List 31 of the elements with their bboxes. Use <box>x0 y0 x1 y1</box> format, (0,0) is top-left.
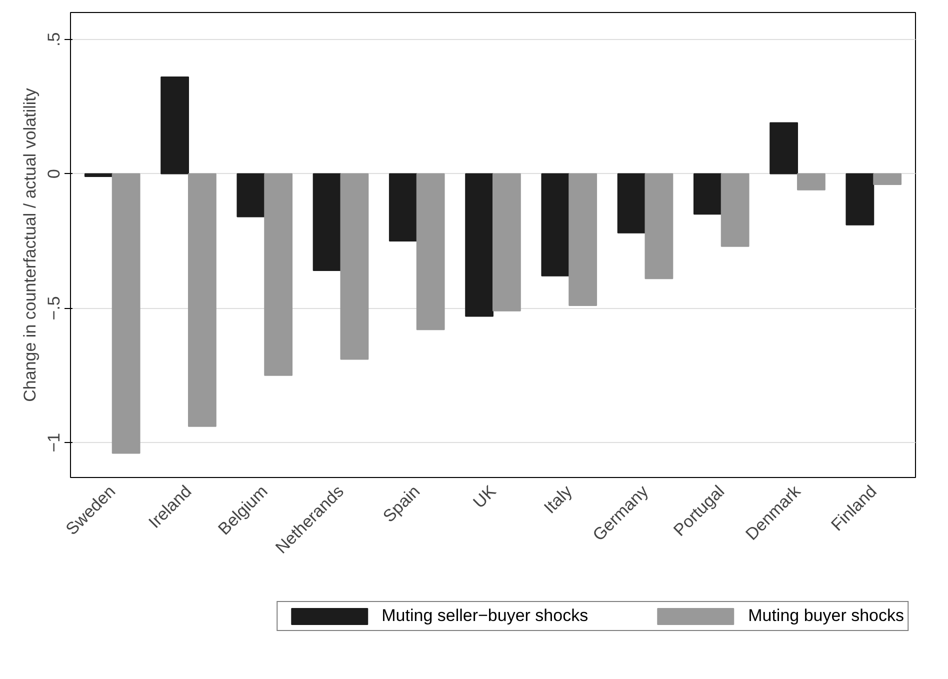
x-tick-label: UK <box>470 481 500 512</box>
bar <box>693 173 722 215</box>
bar <box>644 173 674 280</box>
bar <box>312 173 342 272</box>
bar <box>720 173 750 247</box>
y-axis-title: Change in counterfactual / actual volatility <box>20 88 40 402</box>
bar <box>160 76 189 174</box>
y-tick-label: 0 <box>44 169 64 178</box>
bar <box>492 173 521 312</box>
bar <box>770 122 798 174</box>
bar <box>264 173 293 376</box>
bar <box>388 173 418 242</box>
legend-label: Muting seller−buyer shocks <box>382 606 588 626</box>
legend-label: Muting buyer shocks <box>748 606 904 626</box>
x-tick-label: Italy <box>540 481 576 518</box>
bar <box>568 173 598 306</box>
bar <box>797 173 826 190</box>
bar <box>416 173 445 330</box>
y-tick-label: −.5 <box>44 296 64 320</box>
bar <box>236 173 266 218</box>
bar <box>846 173 874 226</box>
bar <box>188 173 216 427</box>
bar <box>873 173 902 186</box>
bar <box>84 173 113 177</box>
bar <box>541 173 570 276</box>
bar <box>617 173 646 234</box>
y-tick-label: −1 <box>44 432 64 452</box>
bar <box>465 173 494 317</box>
bar <box>340 173 369 360</box>
y-tick-label: .5 <box>44 32 64 46</box>
bar <box>112 173 140 454</box>
